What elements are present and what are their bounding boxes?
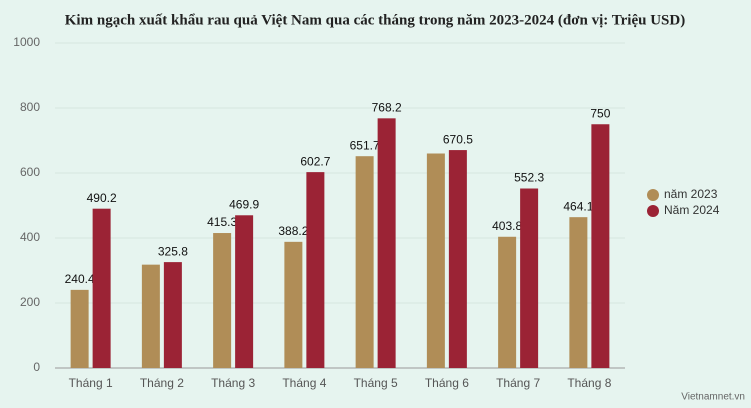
x-tick-label: Tháng 6 [425,376,469,390]
y-tick-label: 0 [33,360,40,374]
bar [284,241,303,368]
bar [235,215,254,368]
bar [141,264,160,368]
bar [163,262,182,368]
x-tick-label: Tháng 4 [282,376,326,390]
y-tick-label: 1000 [13,35,40,49]
y-tick-label: 800 [20,100,40,114]
value-label: 388.2 [278,224,308,238]
chart-title: Kim ngạch xuất khẩu rau quả Việt Nam qua… [65,12,685,28]
value-label: 602.7 [300,154,330,168]
legend-label: năm 2023 [664,187,718,201]
bar [426,153,445,368]
value-label: 552.3 [514,171,544,185]
value-label: 651.7 [350,138,380,152]
legend-marker [647,189,659,201]
x-tick-label: Tháng 2 [140,376,184,390]
bar [70,289,89,368]
value-label: 670.5 [443,132,473,146]
value-label: 490.2 [87,191,117,205]
x-tick-label: Tháng 1 [69,376,113,390]
value-label: 415.3 [207,215,237,229]
bar [520,188,539,368]
value-label: 464.1 [563,199,593,213]
value-label: 325.8 [158,244,188,258]
value-label: 750 [590,106,610,120]
bar [377,118,396,369]
legend-label: Năm 2024 [664,203,720,217]
value-label: 469.9 [229,197,259,211]
x-tick-label: Tháng 3 [211,376,255,390]
bar [213,233,232,368]
x-tick-label: Tháng 7 [496,376,540,390]
bar [355,156,374,368]
value-label: 240.4 [65,272,95,286]
bar [569,217,588,368]
bar [92,208,111,368]
x-tick-label: Tháng 8 [567,376,611,390]
bar [306,172,325,368]
value-label: 403.8 [492,219,522,233]
y-tick-label: 200 [20,295,40,309]
bar [591,124,610,368]
bar [448,150,467,368]
y-tick-label: 400 [20,230,40,244]
bar [498,236,517,368]
legend-marker [647,205,659,217]
y-tick-label: 600 [20,165,40,179]
x-tick-label: Tháng 5 [354,376,398,390]
value-label: 768.2 [372,101,402,115]
source: Vietnamnet.vn [681,392,745,403]
